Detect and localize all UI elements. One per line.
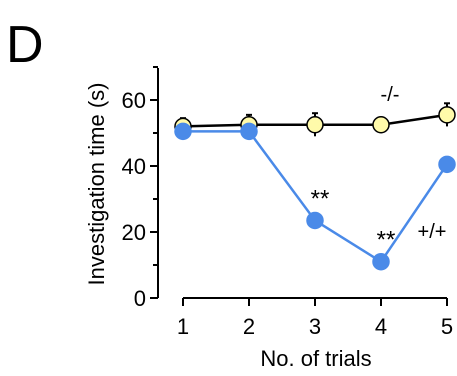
data-point <box>372 252 390 271</box>
x-tick-label: 1 <box>177 314 189 339</box>
data-point <box>438 106 456 124</box>
data-point <box>306 211 324 230</box>
significance-annotation: ** <box>377 227 396 254</box>
y-tick-label: 20 <box>122 220 146 245</box>
series-label-wildtype: +/+ <box>418 221 447 243</box>
data-point <box>372 116 390 134</box>
x-tick-label: 3 <box>309 314 321 339</box>
panel-label: D <box>6 16 44 74</box>
x-tick-label: 2 <box>243 314 255 339</box>
data-point <box>306 116 324 134</box>
y-tick-label: 0 <box>134 286 146 311</box>
y-tick-label: 40 <box>122 154 146 179</box>
x-axis-label: No. of trials <box>260 346 371 371</box>
x-tick-label: 4 <box>375 314 387 339</box>
data-point <box>240 122 258 141</box>
y-tick-label: 60 <box>122 88 146 113</box>
labels-layer: Investigation time (s) No. of trials -/-… <box>84 83 446 371</box>
data-point <box>438 155 456 174</box>
y-axis-label: Investigation time (s) <box>84 83 109 286</box>
series-layer <box>174 102 456 271</box>
series-label-knockout: -/- <box>381 84 400 106</box>
significance-annotation: ** <box>311 185 330 212</box>
axes: 0 20 40 60 1 2 3 4 5 <box>122 66 453 339</box>
data-point <box>174 122 192 141</box>
x-tick-label: 5 <box>441 314 453 339</box>
